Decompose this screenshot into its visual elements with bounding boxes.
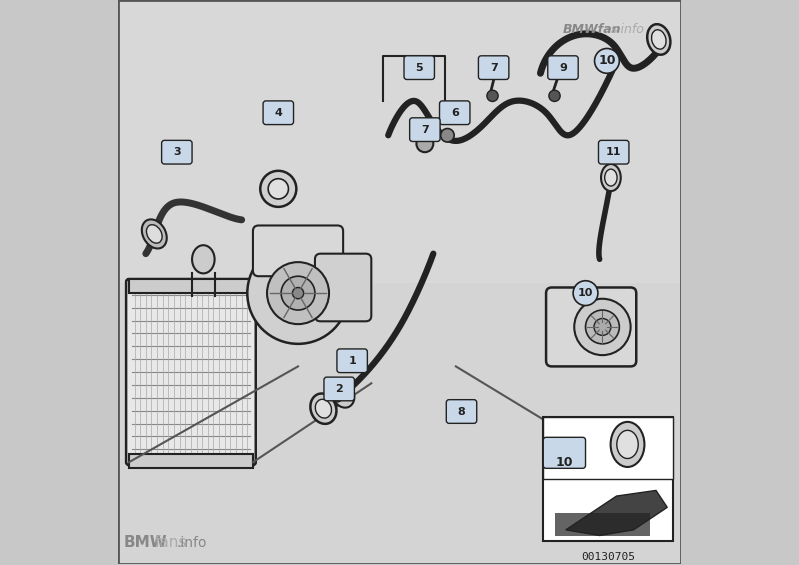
Ellipse shape [651,30,666,49]
Circle shape [267,262,329,324]
Circle shape [574,299,630,355]
Text: 2: 2 [336,384,343,394]
Circle shape [586,310,619,344]
FancyBboxPatch shape [447,399,477,423]
Text: .info: .info [177,536,207,550]
Bar [117,0,682,282]
Text: 4: 4 [274,108,282,118]
Circle shape [248,242,349,344]
Circle shape [441,128,454,142]
Text: 6: 6 [451,108,459,118]
FancyBboxPatch shape [253,225,343,276]
Text: 00130705: 00130705 [581,553,635,562]
Ellipse shape [647,24,670,55]
FancyBboxPatch shape [324,377,355,401]
Circle shape [281,276,315,310]
Bar [129,279,253,293]
Text: fans: fans [154,534,187,550]
Bar [543,417,673,541]
Ellipse shape [332,381,355,408]
Text: 3: 3 [173,147,181,157]
Bar [543,417,673,479]
Circle shape [416,135,433,152]
Text: BMW: BMW [123,534,167,550]
Ellipse shape [601,164,621,191]
FancyBboxPatch shape [479,56,509,80]
Text: 11: 11 [606,147,622,157]
FancyBboxPatch shape [404,56,435,80]
Text: 7: 7 [421,125,429,134]
Text: 7: 7 [490,63,498,73]
Circle shape [260,171,296,207]
FancyBboxPatch shape [263,101,293,124]
Circle shape [333,393,342,402]
Circle shape [594,49,619,73]
Circle shape [292,288,304,299]
FancyBboxPatch shape [543,437,586,468]
Text: 8: 8 [458,406,465,416]
Ellipse shape [617,431,638,459]
FancyBboxPatch shape [546,288,636,367]
Bar [555,513,650,536]
Ellipse shape [310,393,336,424]
Text: BMWfan: BMWfan [563,23,622,36]
FancyBboxPatch shape [315,254,372,321]
Circle shape [594,319,611,336]
Text: 10: 10 [598,54,616,67]
FancyBboxPatch shape [337,349,368,372]
Circle shape [573,281,598,306]
Text: 9: 9 [559,63,567,73]
Circle shape [487,90,498,102]
Ellipse shape [142,219,167,249]
Text: 1: 1 [348,356,356,366]
FancyBboxPatch shape [548,56,578,80]
Ellipse shape [192,245,215,273]
Text: s.info: s.info [611,23,645,36]
Text: 5: 5 [415,63,423,73]
Text: 10: 10 [578,288,593,298]
Polygon shape [566,490,667,536]
Circle shape [268,179,288,199]
FancyBboxPatch shape [161,140,192,164]
Circle shape [549,90,560,102]
Ellipse shape [605,169,617,186]
FancyBboxPatch shape [410,118,440,141]
Ellipse shape [610,422,645,467]
Ellipse shape [146,225,162,243]
Text: 10: 10 [556,456,574,469]
Ellipse shape [316,399,332,418]
FancyBboxPatch shape [598,140,629,164]
Bar [129,454,253,468]
FancyBboxPatch shape [126,279,256,465]
FancyBboxPatch shape [439,101,470,124]
